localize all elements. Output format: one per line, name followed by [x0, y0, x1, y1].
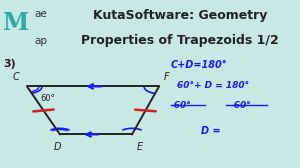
Text: 3): 3) — [3, 58, 16, 69]
Text: C+D=180°: C+D=180° — [171, 60, 228, 70]
Text: C: C — [13, 72, 20, 82]
Text: ap: ap — [34, 35, 47, 46]
Text: D =: D = — [201, 125, 220, 136]
Text: ae: ae — [34, 9, 47, 19]
Text: -60°: -60° — [171, 101, 192, 110]
Text: F: F — [164, 72, 169, 82]
Text: M: M — [3, 11, 30, 34]
Text: 60°+ D = 180°: 60°+ D = 180° — [177, 81, 249, 90]
Text: E: E — [136, 142, 142, 152]
Text: 60°: 60° — [40, 94, 55, 103]
Text: -60°: -60° — [231, 101, 252, 110]
Text: Properties of Trapezoids 1/2: Properties of Trapezoids 1/2 — [81, 34, 279, 47]
Text: D: D — [53, 142, 61, 152]
Text: KutaSoftware: Geometry: KutaSoftware: Geometry — [93, 9, 267, 22]
